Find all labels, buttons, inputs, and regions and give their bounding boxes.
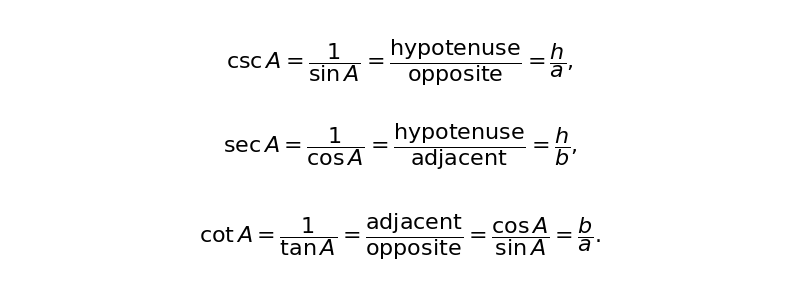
Text: $\mathrm{csc}\, A = \dfrac{1}{\sin A} = \dfrac{\mathrm{hypotenuse}}{\mathrm{oppo: $\mathrm{csc}\, A = \dfrac{1}{\sin A} = … — [226, 38, 574, 88]
Text: $\mathrm{sec}\, A = \dfrac{1}{\cos A} = \dfrac{\mathrm{hypotenuse}}{\mathrm{adja: $\mathrm{sec}\, A = \dfrac{1}{\cos A} = … — [222, 121, 578, 173]
Text: $\mathrm{cot}\, A = \dfrac{1}{\tan A} = \dfrac{\mathrm{adjacent}}{\mathrm{opposi: $\mathrm{cot}\, A = \dfrac{1}{\tan A} = … — [198, 211, 602, 262]
